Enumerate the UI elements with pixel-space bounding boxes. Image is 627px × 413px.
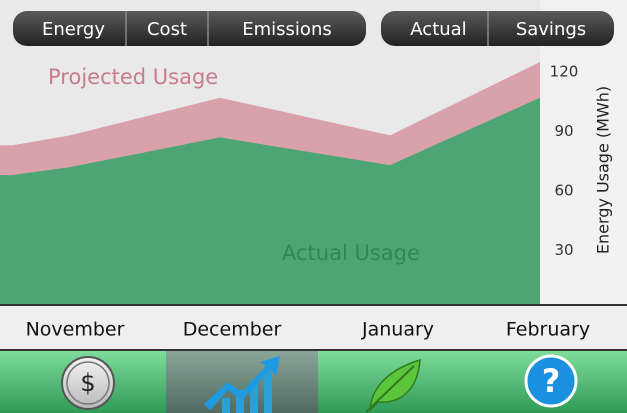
month-row [0, 306, 627, 350]
series-area [0, 97, 540, 305]
cost-icon: $ [80, 369, 95, 397]
x-tick-label: January [361, 319, 434, 341]
series-label: Projected Usage [48, 65, 218, 89]
y-tick-label: 60 [554, 181, 573, 199]
y-tick-label: 120 [550, 62, 579, 80]
series-label: Actual Usage [282, 241, 420, 265]
y-tick-label: 30 [554, 241, 573, 259]
nav-emissions[interactable] [365, 358, 421, 413]
x-tick-label: December [183, 319, 282, 341]
y-tick-label: 90 [554, 122, 573, 140]
tab-group [381, 11, 614, 46]
nav-chart[interactable] [204, 356, 280, 413]
tab[interactable]: Actual [410, 19, 466, 40]
y-axis-label: Energy Usage (MWh) [594, 86, 613, 254]
x-tick-label: February [506, 319, 590, 341]
x-tick-label: November [26, 319, 125, 341]
help-icon: ? [542, 362, 561, 400]
tab[interactable]: Emissions [242, 19, 331, 40]
tab[interactable]: Cost [147, 19, 187, 40]
tab-group [13, 11, 366, 46]
nav-help[interactable]: ? [524, 354, 578, 408]
nav-cost[interactable]: $ [61, 356, 115, 410]
plot-area [0, 0, 627, 305]
tab[interactable]: Energy [42, 19, 105, 40]
axis-panel [540, 0, 627, 305]
tab[interactable]: Savings [516, 19, 586, 40]
